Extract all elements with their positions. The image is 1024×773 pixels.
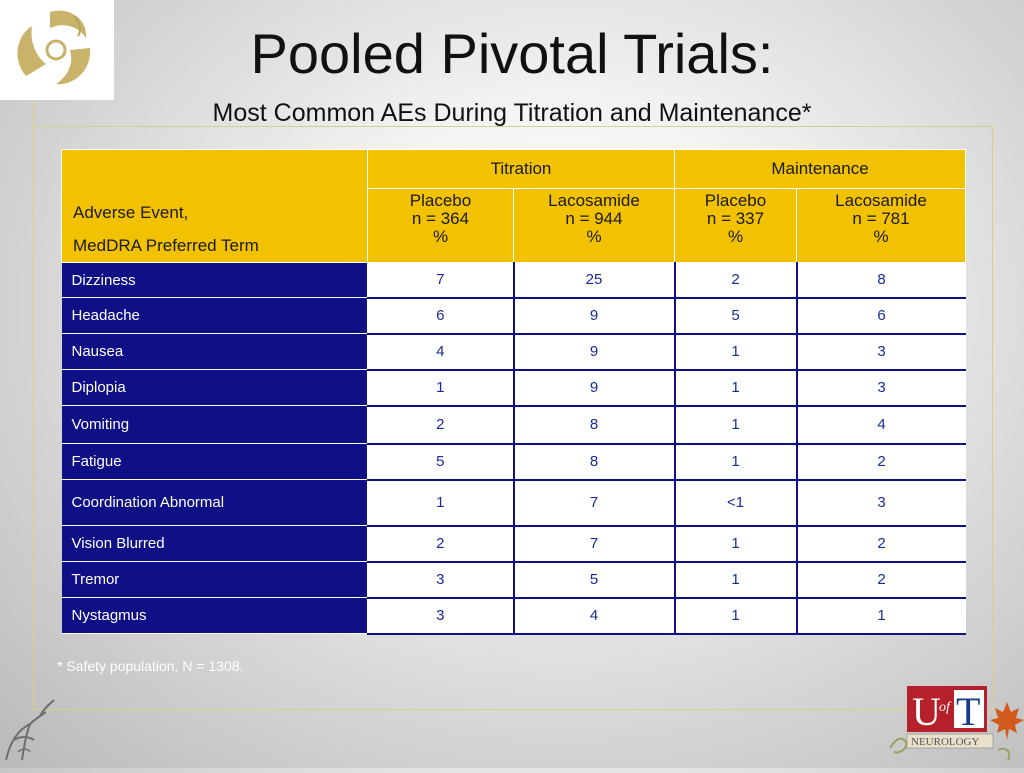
percent-value-cell: 25 [513, 262, 676, 299]
ae-header-line2: MedDRA Preferred Term [73, 236, 259, 255]
subheader-n: n = 944 [565, 209, 623, 228]
percent-value-cell: 9 [513, 297, 676, 335]
table-row: Nausea 4 9 1 3 [61, 333, 966, 371]
maple-leaf-icon [990, 702, 1024, 740]
page-subtitle: Most Common AEs During Titration and Mai… [212, 99, 812, 127]
swirl-logo-icon [17, 10, 91, 85]
logo-of-text: of [939, 700, 952, 715]
subheader-name: Lacosamide [835, 191, 927, 210]
logo-top-left [0, 0, 114, 100]
percent-value-cell: 6 [367, 297, 515, 335]
logo-bottom-left [0, 690, 60, 768]
subheader-unit: % [873, 227, 889, 246]
table-row: Coordination Abnormal 1 7 <1 3 [61, 479, 966, 527]
subheader-cell: Placebo n = 364% [367, 188, 514, 263]
subheader-n: n = 364 [411, 209, 470, 228]
ae-header-line1: Adverse Event, [73, 203, 189, 222]
subheader-name: Placebo [704, 191, 767, 210]
subheader-name: Placebo [409, 191, 472, 210]
percent-value-cell: 5 [513, 561, 676, 599]
footnote: * Safety population, N = 1308. [57, 658, 244, 674]
table-row: Fatigue 5 8 1 2 [61, 443, 966, 481]
ut-neurology-logo: U of T NEUROLOGY [888, 678, 1024, 768]
percent-value-cell: 2 [367, 525, 515, 563]
table-row: Nystagmus 3 4 1 1 [61, 597, 966, 635]
adverse-event-term: Dizziness [61, 262, 368, 298]
percent-value-cell: 3 [367, 561, 515, 599]
percent-value-cell: 2 [796, 525, 966, 563]
subheader-unit: % [727, 227, 744, 246]
percent-value-cell: 2 [674, 262, 798, 299]
adverse-event-term: Vomiting [61, 405, 368, 444]
percent-value-cell: 3 [796, 333, 966, 371]
subheader-cell: Placebo n = 337% [674, 188, 797, 263]
subheader-unit: % [586, 227, 602, 246]
adverse-event-term: Tremor [61, 561, 368, 598]
table-row: Vision Blurred 2 7 1 2 [61, 525, 966, 563]
percent-value-cell: 2 [796, 443, 966, 481]
maintenance-group-header: Maintenance [674, 149, 966, 189]
table-row: Diplopia 1 9 1 3 [61, 369, 966, 407]
adverse-event-term: Diplopia [61, 369, 368, 406]
percent-value-cell: 1 [674, 369, 798, 407]
percent-value-cell: 8 [513, 405, 676, 445]
percent-value-cell: <1 [674, 479, 798, 527]
adverse-event-term: Vision Blurred [61, 525, 368, 562]
percent-value-cell: 5 [674, 297, 798, 335]
adverse-event-header: Adverse Event, MedDRA Preferred Term [61, 149, 368, 263]
frame-accent-line [33, 100, 35, 126]
percent-value-cell: 8 [513, 443, 676, 481]
percent-value-cell: 9 [513, 369, 676, 407]
adverse-event-term: Coordination Abnormal [61, 479, 368, 526]
percent-value-cell: 3 [796, 369, 966, 407]
percent-value-cell: 1 [674, 405, 798, 445]
percent-value-cell: 7 [367, 262, 515, 299]
table-row: Vomiting 2 8 1 4 [61, 405, 966, 445]
percent-value-cell: 7 [513, 525, 676, 563]
percent-value-cell: 7 [513, 479, 676, 527]
percent-value-cell: 1 [674, 597, 798, 635]
titration-group-header: Titration [367, 149, 675, 189]
table-row: Headache 6 9 5 6 [61, 297, 966, 335]
percent-value-cell: 9 [513, 333, 676, 371]
subheader-cell: Lacosamide n = 781% [796, 188, 966, 263]
subheader-unit: % [432, 227, 449, 246]
subheader-cell: Lacosamide n = 944% [513, 188, 675, 263]
table-row: Tremor 3 5 1 2 [61, 561, 966, 599]
percent-value-cell: 6 [796, 297, 966, 335]
percent-value-cell: 2 [367, 405, 515, 445]
subheader-name: Lacosamide [548, 191, 640, 210]
percent-value-cell: 5 [367, 443, 515, 481]
percent-value-cell: 2 [796, 561, 966, 599]
logo-letter-u: U [912, 689, 941, 734]
subheader-n: n = 337 [706, 209, 765, 228]
adverse-event-term: Fatigue [61, 443, 368, 480]
percent-value-cell: 4 [796, 405, 966, 445]
percent-value-cell: 4 [513, 597, 676, 635]
percent-value-cell: 1 [796, 597, 966, 635]
percent-value-cell: 1 [674, 525, 798, 563]
olive-branch-icon [889, 737, 908, 754]
logo-letter-t: T [956, 689, 980, 734]
logo-neurology-text: NEUROLOGY [911, 736, 979, 748]
percent-value-cell: 1 [367, 479, 515, 527]
subheader-n: n = 781 [852, 209, 910, 228]
content-frame [33, 126, 993, 710]
logo-t-block [954, 690, 984, 728]
percent-value-cell: 3 [367, 597, 515, 635]
percent-value-cell: 1 [674, 561, 798, 599]
percent-value-cell: 1 [674, 443, 798, 481]
adverse-event-term: Headache [61, 297, 368, 334]
percent-value-cell: 1 [367, 369, 515, 407]
percent-value-cell: 3 [796, 479, 966, 527]
percent-value-cell: 4 [367, 333, 515, 371]
adverse-event-term: Nystagmus [61, 597, 368, 634]
table-row: Dizziness 7 25 2 8 [61, 262, 966, 299]
percent-value-cell: 1 [674, 333, 798, 371]
sketch-figure-icon [5, 699, 55, 761]
percent-value-cell: 8 [796, 262, 966, 299]
page-title: Pooled Pivotal Trials: [250, 22, 774, 85]
adverse-event-term: Nausea [61, 333, 368, 370]
adverse-events-table: Adverse Event, MedDRA Preferred Term Tit… [61, 149, 966, 635]
